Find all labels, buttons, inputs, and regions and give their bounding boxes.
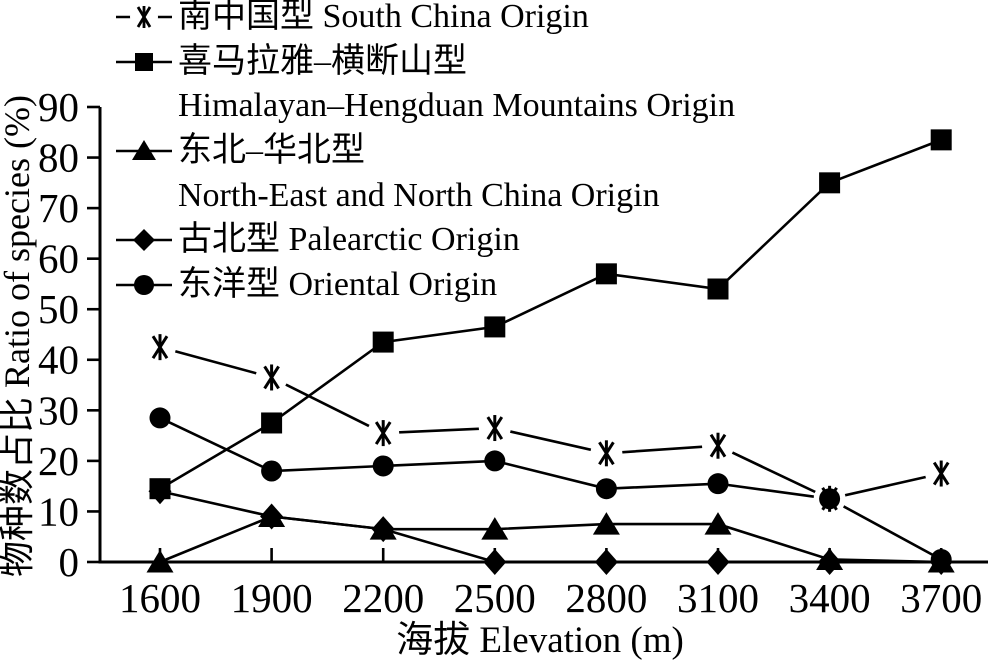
marker-square [484,316,506,338]
series-line-diamond [159,489,942,564]
marker-triangle [481,517,509,540]
legend-label: 东北–华北型 [178,132,365,170]
marker-square [819,172,841,194]
marker-square [930,129,952,151]
chart-legend: 南中国型 South China Origin 喜马拉雅–横断山型 Himala… [112,0,735,307]
legend-label: North-East and North China Origin [178,176,660,214]
marker-asterisk [151,334,169,361]
legend-item-himalayan-line2: Himalayan–Hengduan Mountains Origin [112,84,735,129]
marker-diamond [371,516,395,543]
marker-diamond [818,549,842,575]
y-tick-label: 10 [38,488,79,534]
legend-label: 南中国型 South China Origin [178,0,589,36]
asterisk-stroke [263,365,280,390]
marker-triangle [146,550,174,573]
asterisk-marker-icon [112,0,178,39]
series-line-circle [159,416,942,561]
marker-diamond [706,549,730,575]
x-tick-label: 2200 [342,575,424,621]
triangle-marker-icon [112,129,178,173]
legend-item-himalayan: 喜马拉雅–横断山型 [112,40,735,85]
marker-asterisk [709,432,727,459]
y-tick-label: 50 [38,286,79,332]
y-tick-label: 90 [38,84,79,130]
marker-square [707,278,729,300]
y-tick-label: 70 [38,185,79,231]
marker-diamond [594,549,618,575]
y-tick-label: 20 [38,438,79,484]
legend-item-northeast-line2: North-East and North China Origin [112,173,735,218]
marker-asterisk [821,485,838,512]
legend-item-south-china: 南中国型 South China Origin [112,0,735,40]
x-tick-label: 1900 [231,575,313,621]
series-line-asterisk [159,345,942,501]
x-tick-label: 2800 [565,575,647,621]
marker-square [595,263,617,285]
legend-item-palearctic: 古北型 Palearctic Origin [112,218,735,263]
marker-circle [595,478,617,500]
y-tick-label: 60 [38,236,79,282]
x-tick-label: 2500 [454,575,536,621]
asterisk-stroke [821,487,838,511]
marker-asterisk [263,364,280,391]
y-tick-label: 30 [38,387,79,433]
asterisk-stroke [374,421,392,445]
marker-asterisk [598,440,615,467]
marker-circle [149,407,171,429]
legend-label: Himalayan–Hengduan Mountains Origin [178,87,736,125]
marker-asterisk [932,460,950,487]
marker-square [261,412,283,434]
x-tick-label: 3400 [789,575,871,621]
marker-circle [261,460,283,482]
marker-square [372,331,394,353]
marker-asterisk [374,420,392,447]
marker-triangle [704,512,732,535]
asterisk-stroke [151,335,169,359]
marker-circle [930,548,952,570]
y-axis-title: 物种数占比 Ratio of species (%) [0,95,37,577]
y-tick-label: 80 [38,134,79,180]
x-tick-label: 1600 [119,575,201,621]
legend-label: 喜马拉雅–横断山型 [178,42,467,80]
asterisk-stroke [486,416,504,440]
circle-marker-icon [112,263,178,307]
marker-diamond [260,503,284,530]
marker-circle [484,450,506,472]
marker-diamond [483,549,507,575]
x-axis-title: 海拔 Elevation (m) [396,619,684,661]
marker-triangle [592,512,620,535]
legend-indent [112,174,178,218]
square-marker-icon [112,40,178,84]
legend-item-oriental: 东洋型 Oriental Origin [112,263,735,308]
legend-item-northeast: 东北–华北型 [112,129,735,174]
asterisk-stroke [598,441,615,466]
diamond-marker-icon [112,218,178,262]
marker-diamond [148,478,172,505]
y-tick-label: 0 [59,539,80,585]
x-tick-label: 3700 [900,575,982,621]
legend-label: 古北型 Palearctic Origin [178,221,520,259]
legend-label: 东洋型 Oriental Origin [178,265,498,303]
series-line-square [159,138,942,490]
marker-asterisk [486,415,504,442]
asterisk-stroke [932,461,950,486]
marker-circle [372,455,394,477]
y-tick-label: 40 [38,337,79,383]
asterisk-stroke [709,433,727,458]
x-tick-label: 3100 [677,575,759,621]
legend-indent [112,84,178,128]
marker-circle [707,473,729,495]
